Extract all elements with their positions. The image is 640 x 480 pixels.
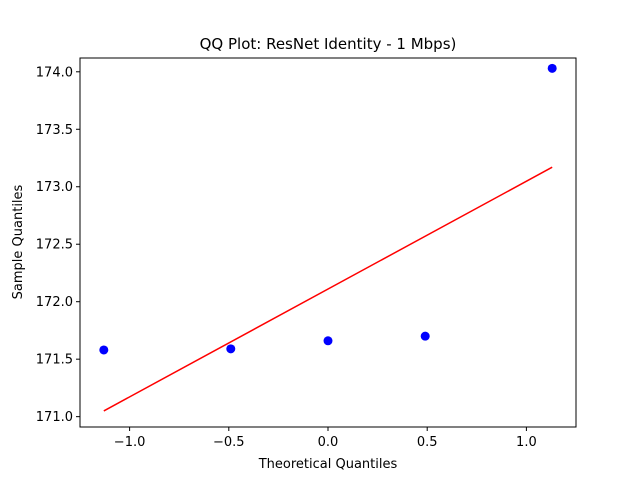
y-axis-ticks: 171.0 171.5 172.0 172.5 173.0 173.5 174.0	[36, 65, 80, 425]
data-point	[226, 344, 236, 354]
x-tick-label: −1.0	[114, 435, 146, 450]
y-tick-label: 171.0	[36, 410, 73, 425]
x-tick-label: 0.0	[318, 435, 339, 450]
reference-line	[103, 166, 553, 412]
x-tick-label: 1.0	[516, 435, 537, 450]
y-tick-label: 174.0	[36, 65, 73, 80]
x-axis-label: Theoretical Quantiles	[258, 457, 398, 472]
data-point	[323, 336, 333, 346]
y-tick-label: 173.5	[36, 123, 73, 138]
y-axis-label: Sample Quantiles	[11, 184, 26, 299]
x-axis-ticks: −1.0 −0.5 0.0 0.5 1.0	[114, 427, 537, 450]
data-point	[547, 63, 557, 73]
data-point	[420, 331, 430, 341]
data-point	[99, 345, 109, 355]
plot-area	[99, 63, 557, 412]
y-tick-label: 171.5	[36, 353, 73, 368]
y-tick-label: 172.0	[36, 295, 73, 310]
x-tick-label: 0.5	[417, 435, 438, 450]
x-tick-label: −0.5	[213, 435, 245, 450]
y-tick-label: 173.0	[36, 180, 73, 195]
y-tick-label: 172.5	[36, 238, 73, 253]
chart-title: QQ Plot: ResNet Identity - 1 Mbps)	[200, 35, 457, 53]
